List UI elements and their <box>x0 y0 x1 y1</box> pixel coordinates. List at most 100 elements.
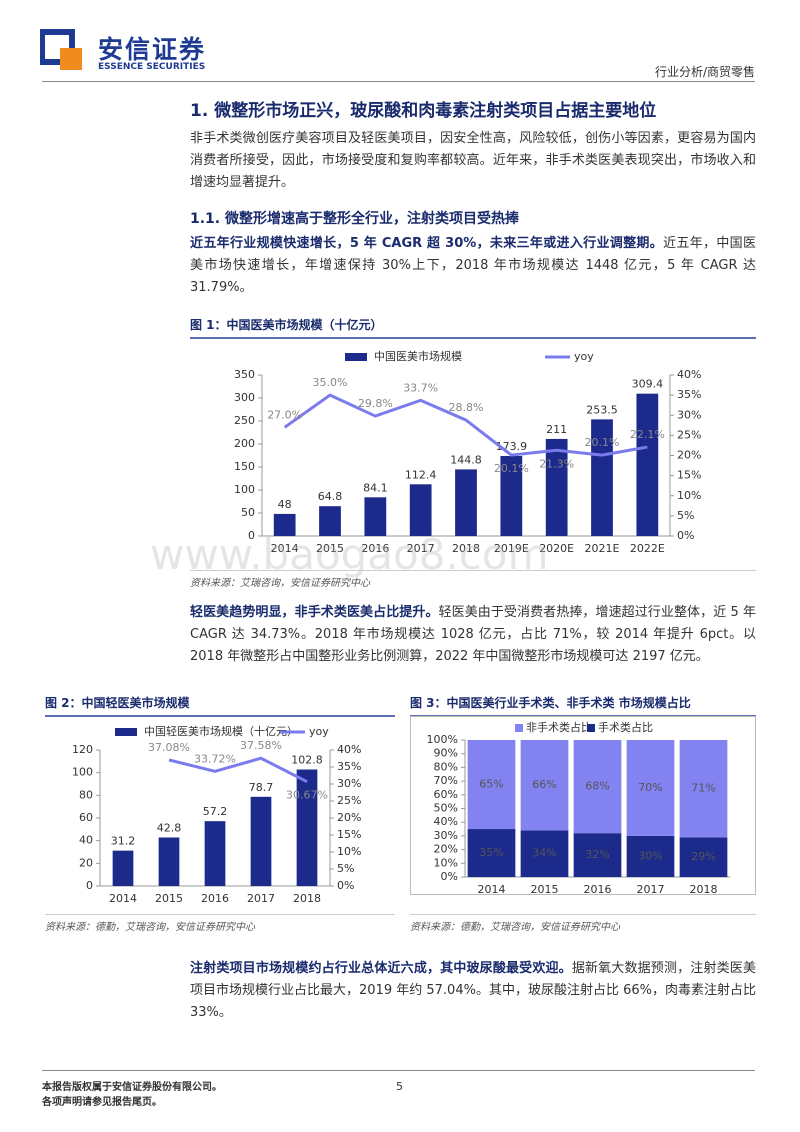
y-tick-label: 60 <box>79 811 93 824</box>
y2-tick-label: 25% <box>677 428 701 441</box>
bar <box>545 438 568 536</box>
segment-label: 34% <box>532 847 556 860</box>
x-tick-label: 2014 <box>478 883 506 896</box>
line-label: 20.1% <box>494 462 529 475</box>
bar-label: 57.2 <box>203 805 228 818</box>
y2-tick-label: 20% <box>677 449 701 462</box>
line-label: 30.67% <box>286 789 328 802</box>
legend-swatch <box>515 724 523 732</box>
y-tick-label: 300 <box>234 391 255 404</box>
bar-label: 144.8 <box>450 453 482 466</box>
line <box>283 393 648 457</box>
bar-segment <box>573 833 622 877</box>
y-tick-label: 40 <box>79 834 93 847</box>
bar <box>296 769 318 886</box>
bar-segment <box>520 830 569 877</box>
y2-tick-label: 40% <box>677 368 701 381</box>
subheading: 1.1. 微整形增速高于整形全行业，注射类项目受热捧 <box>190 211 519 227</box>
bar-segment <box>626 835 675 877</box>
y-tick-label: 250 <box>234 414 255 427</box>
legend-swatch <box>587 724 595 732</box>
y2-tick-label: 30% <box>677 408 701 421</box>
chart: 0%10%20%30%40%50%60%70%80%90%100%2014 201… <box>410 716 756 896</box>
bar-segment <box>626 740 675 836</box>
bar <box>636 393 659 536</box>
y2-tick-label: 5% <box>337 862 354 875</box>
paragraph: 非手术类微创医疗美容项目及轻医美项目，因安全性高，风险较低，创伤小等因素，更容易… <box>190 131 756 190</box>
bar-segment <box>679 740 728 838</box>
footer-rule <box>42 1070 755 1071</box>
line-label: 35.0% <box>313 376 348 389</box>
bar <box>250 796 272 886</box>
x-tick-label: 2018 <box>293 892 321 905</box>
bar-label: 253.5 <box>586 403 618 416</box>
bar <box>455 469 477 536</box>
y2-tick-label: 30% <box>337 777 361 790</box>
x-tick-label: 2018 <box>452 542 480 555</box>
chart-frame <box>410 716 756 895</box>
segment-label: 65% <box>479 778 503 791</box>
bar <box>158 837 180 886</box>
lead: 轻医美趋势明显，非手术类医美占比提升。 <box>190 605 439 620</box>
segment-label: 30% <box>638 849 662 862</box>
y-tick-label: 100 <box>234 483 255 496</box>
legend-swatch <box>345 353 367 361</box>
y2-tick-label: 15% <box>677 469 701 482</box>
bar-segment <box>467 829 516 877</box>
y2-tick-label: 10% <box>337 845 361 858</box>
bar-label: 31.2 <box>111 835 136 848</box>
bar-label: 64.8 <box>318 490 343 503</box>
y-tick-label: 20% <box>434 843 458 856</box>
header-rule <box>42 81 755 82</box>
line-label: 21.3% <box>539 457 574 470</box>
line-label: 37.58% <box>240 739 282 752</box>
legend-label: 中国医美市场规模 <box>374 349 462 363</box>
y-tick-label: 100 <box>72 766 93 779</box>
y2-tick-label: 0% <box>677 529 694 542</box>
line-label: 29.8% <box>358 397 393 410</box>
copyright: 本报告版权属于安信证券股份有限公司。 <box>42 1082 222 1093</box>
legend-swatch <box>115 728 137 736</box>
x-tick-label: 2016 <box>201 892 229 905</box>
text: 近五年，中国医美市场快速增长，年增速保持 30%上下，2018 年市场规模达 1… <box>190 236 756 295</box>
x-tick-label: 2015 <box>316 542 344 555</box>
bar-label: 309.4 <box>632 378 664 391</box>
x-tick-label: 2014 <box>271 542 299 555</box>
y2-tick-label: 15% <box>337 828 361 841</box>
y-tick-label: 50% <box>434 802 458 815</box>
line-label: 28.8% <box>449 401 484 414</box>
y2-tick-label: 35% <box>677 388 701 401</box>
bar <box>273 513 296 536</box>
lead: 近五年行业规模快速增长，5 年 CAGR 超 30%，未来三年或进入行业调整期。 <box>190 236 664 251</box>
bar <box>500 456 523 536</box>
brand-en: ESSENCE SECURITIES <box>98 62 206 72</box>
source: 资料来源：德勤，艾瑞咨询，安信证券研究中心 <box>45 914 395 933</box>
x-tick-label: 2019E <box>494 542 529 555</box>
bar-segment <box>520 740 569 831</box>
y-tick-label: 120 <box>72 743 93 756</box>
legend-label: 非手术类占比 <box>526 720 592 734</box>
notice: 各项声明请参见报告尾页。 <box>42 1097 162 1108</box>
heading: 1. 微整形市场正兴，玻尿酸和肉毒素注射类项目占据主要地位 <box>190 101 657 121</box>
y-tick-label: 90% <box>434 747 458 760</box>
line <box>168 756 308 784</box>
figure-title: 图 3：中国医美行业手术类、非手术类 市场规模占比 <box>410 694 756 717</box>
text: 据新氧大数据预测，注射类医美项目市场规模行业占比最大，2019 年约 57.04… <box>190 961 756 1020</box>
bar-segment <box>467 740 516 830</box>
y-tick-label: 0 <box>248 529 255 542</box>
bar-label: 42.8 <box>157 821 182 834</box>
bar-segment <box>573 740 622 834</box>
category: 行业分析/商贸零售 <box>654 65 755 79</box>
x-tick-label: 2020E <box>539 542 574 555</box>
y-tick-label: 80% <box>434 760 458 773</box>
y-tick-label: 350 <box>234 368 255 381</box>
text: 轻医美由于受消费者热捧，增速超过行业整体，近 5 年 CAGR 达 34.73%… <box>190 605 756 664</box>
segment-label: 29% <box>691 850 715 863</box>
y-tick-label: 50 <box>241 506 255 519</box>
x-tick-label: 2018 <box>690 883 718 896</box>
bar-label: 211 <box>546 423 567 436</box>
y2-tick-label: 25% <box>337 794 361 807</box>
paragraph: 轻医美趋势明显，非手术类医美占比提升。轻医美由于受消费者热捧，增速超过行业整体，… <box>190 602 756 668</box>
y-tick-label: 20 <box>79 856 93 869</box>
